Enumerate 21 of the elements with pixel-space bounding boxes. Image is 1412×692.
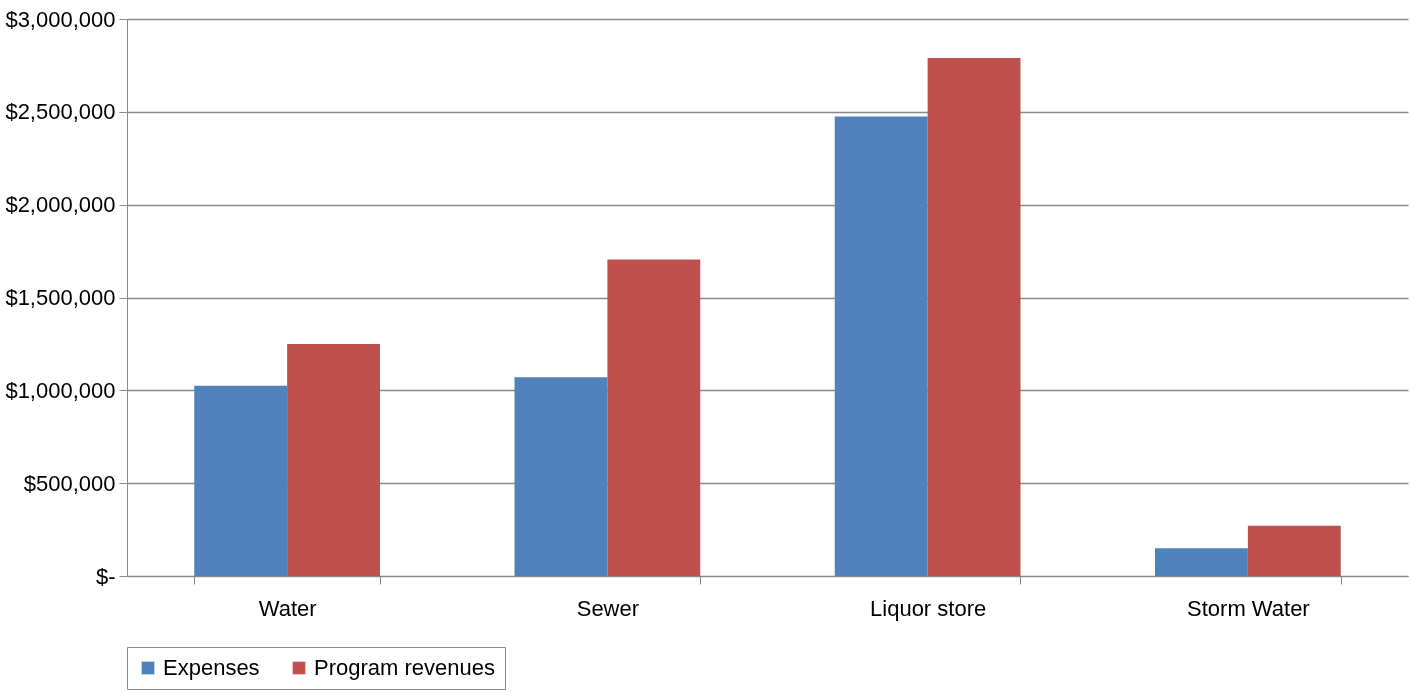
x-tick-label: Liquor store bbox=[870, 595, 987, 621]
y-tick-label: $1,000,000 bbox=[5, 377, 116, 403]
bar bbox=[834, 116, 928, 576]
legend-label: Program revenues bbox=[314, 655, 495, 680]
bar bbox=[1155, 548, 1248, 576]
y-tick-label: $2,500,000 bbox=[5, 99, 116, 125]
y-tick-label: $3,000,000 bbox=[5, 6, 116, 32]
bar bbox=[607, 259, 701, 576]
x-tick-label: Storm Water bbox=[1187, 595, 1310, 621]
bar bbox=[927, 57, 1021, 576]
x-tick-label: Sewer bbox=[576, 595, 640, 621]
bar bbox=[514, 377, 608, 576]
bar bbox=[194, 385, 288, 576]
legend-label: Expenses bbox=[163, 655, 260, 680]
y-tick-label: $2,000,000 bbox=[5, 192, 116, 218]
x-tick-label: Water bbox=[258, 595, 317, 621]
y-tick-label: $- bbox=[95, 563, 116, 589]
bar bbox=[287, 343, 380, 576]
y-tick-label: $500,000 bbox=[23, 470, 116, 496]
bar bbox=[1247, 525, 1341, 576]
y-tick-label: $1,500,000 bbox=[5, 285, 116, 310]
